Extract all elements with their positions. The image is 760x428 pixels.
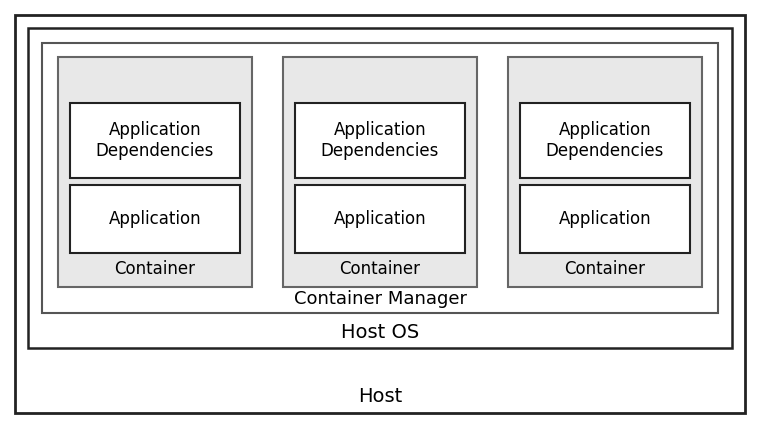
Text: Container Manager: Container Manager — [293, 290, 467, 308]
Text: Host OS: Host OS — [341, 323, 419, 342]
Bar — [520, 103, 690, 178]
Bar — [42, 43, 718, 313]
Text: Host: Host — [358, 387, 402, 407]
Bar — [58, 57, 252, 287]
Text: Application: Application — [109, 210, 201, 228]
Bar — [70, 103, 240, 178]
Bar — [508, 57, 702, 287]
Bar — [283, 57, 477, 287]
Bar — [520, 185, 690, 253]
Text: Container: Container — [340, 260, 420, 278]
Text: Container: Container — [115, 260, 195, 278]
Bar — [70, 185, 240, 253]
Text: Container: Container — [565, 260, 645, 278]
Bar — [295, 103, 465, 178]
Text: Application
Dependencies: Application Dependencies — [546, 121, 664, 160]
Bar — [28, 28, 732, 348]
Bar — [295, 185, 465, 253]
Text: Application: Application — [334, 210, 426, 228]
Text: Application
Dependencies: Application Dependencies — [321, 121, 439, 160]
Text: Application: Application — [559, 210, 651, 228]
Text: Application
Dependencies: Application Dependencies — [96, 121, 214, 160]
